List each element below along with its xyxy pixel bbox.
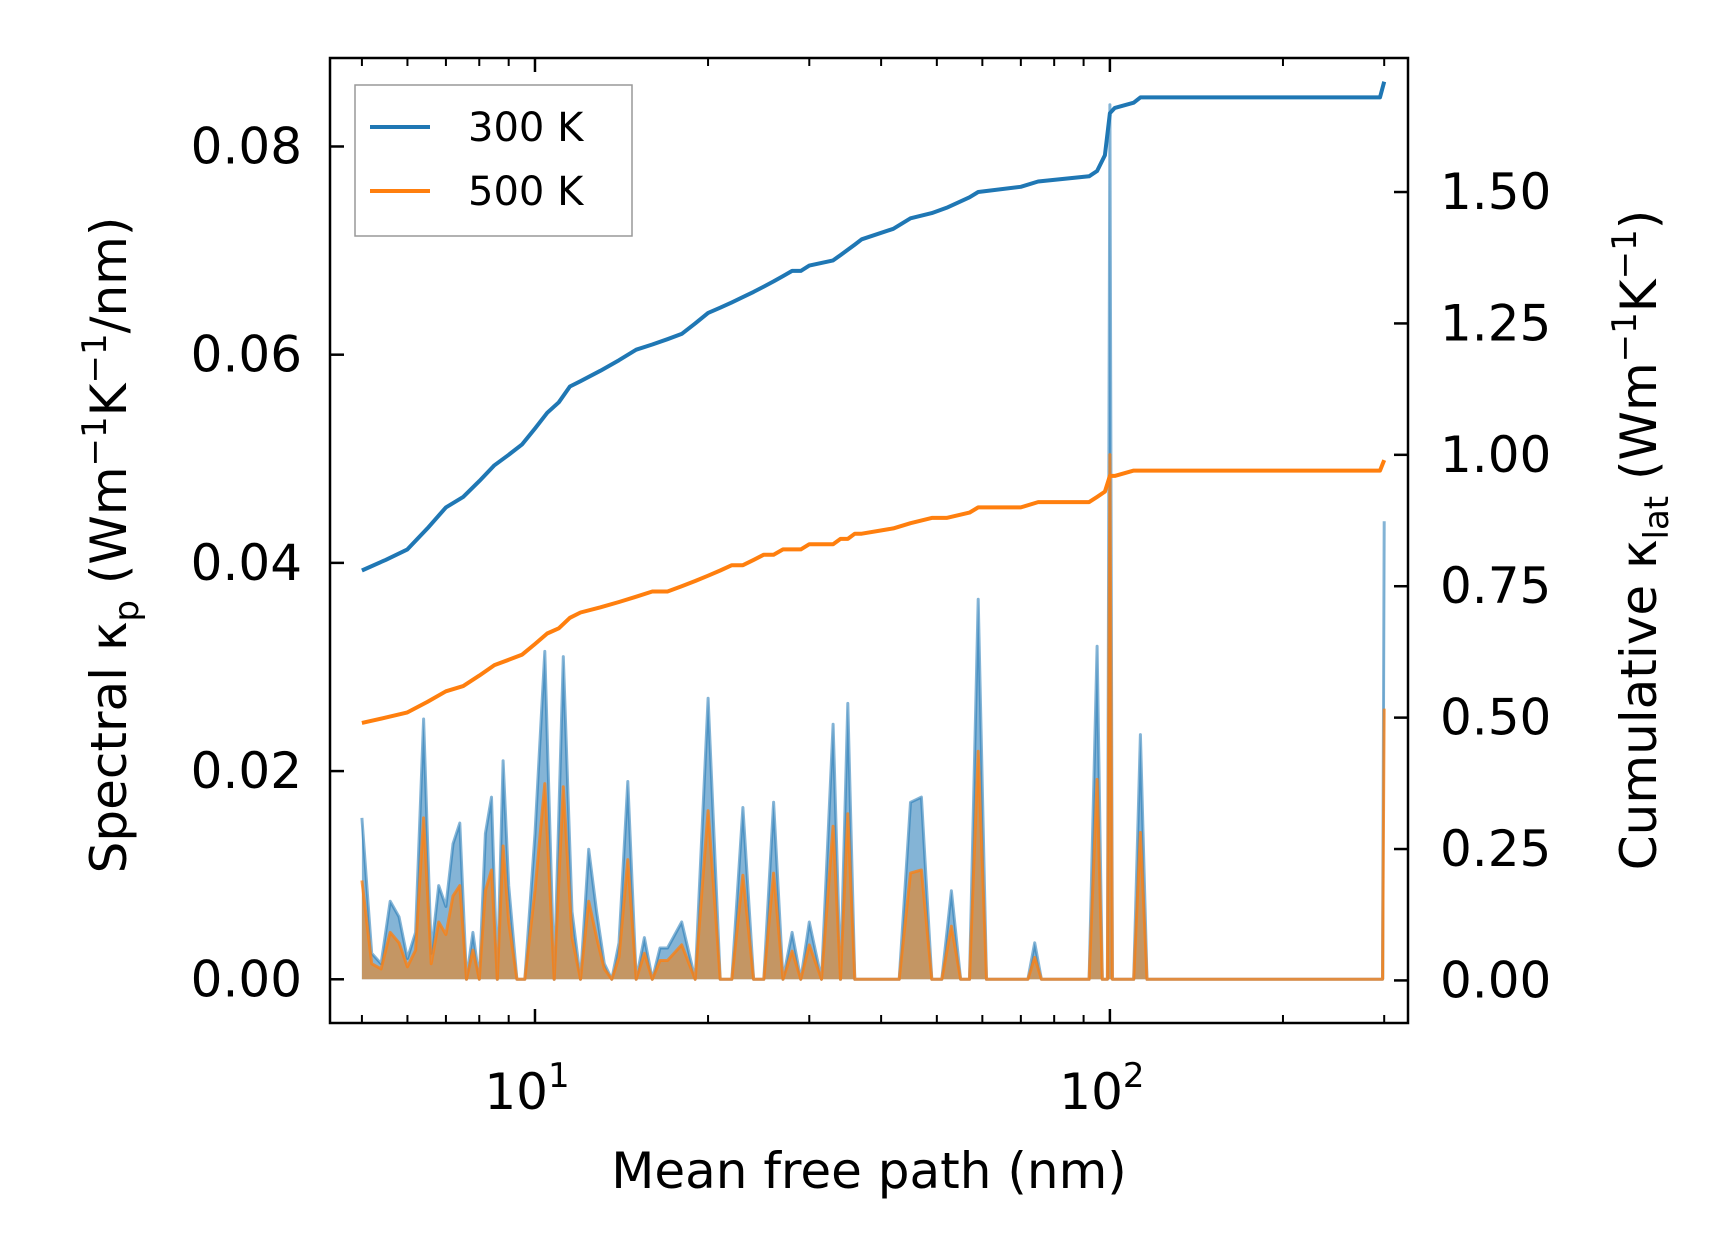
y-right-tick-label-4: 1.00 (1440, 426, 1551, 484)
legend-label-300k: 300 K (468, 105, 585, 151)
legend: 300 K 500 K (354, 84, 633, 237)
y-left-label-main: Spectral κ (80, 622, 138, 874)
legend-label-500k: 500 K (468, 169, 585, 215)
y-right-tick-label-0: 0.00 (1440, 951, 1551, 1009)
x-tick-label-1: 102 (1059, 1056, 1144, 1121)
y-left-label-exp1: −1 (75, 416, 115, 466)
x-tick-label-exp-1: 2 (1123, 1056, 1145, 1096)
y-right-label-exp2: −1 (1605, 229, 1645, 279)
x-axis-label: Mean free path (nm) (611, 1142, 1127, 1200)
y-left-label-mid: K (80, 382, 138, 416)
y-right-label-sub: lat (1637, 496, 1677, 540)
y-axis-label-left: Spectral κp (Wm−1K−1/nm) (75, 217, 147, 874)
spectral-line-500k (360, 453, 1386, 981)
y-left-label-exp2: −1 (75, 333, 115, 383)
cumulative-line-300k (361, 81, 1387, 573)
y-right-label-units-close: ) (1610, 210, 1668, 230)
tick-layer: 0.00 0.02 0.04 0.06 0.08 0.00 0.25 0.50 0.75 1.00… (191, 58, 1551, 1121)
x-tick-label-exp-0: 1 (548, 1056, 570, 1096)
y-left-tick-label-0: 0.00 (191, 950, 302, 1008)
y-right-tick-label-3: 0.75 (1440, 557, 1551, 615)
y-left-tick-label-1: 0.02 (191, 742, 302, 800)
y-axis-label-right: Cumulative κlat (Wm−1K−1) (1605, 210, 1677, 870)
y-right-tick-label-5: 1.25 (1440, 294, 1551, 352)
y-right-label-exp1: −1 (1605, 312, 1645, 362)
legend-box (354, 84, 633, 237)
y-right-label-main: Cumulative κ (1610, 539, 1668, 870)
y-right-tick-label-1: 0.25 (1440, 820, 1551, 878)
y-right-tick-label-2: 0.50 (1440, 689, 1551, 747)
y-right-tick-label-6: 1.50 (1440, 163, 1551, 221)
series-line-layer (361, 81, 1387, 725)
y-right-label-mid: K (1610, 278, 1668, 312)
y-left-label-units-open: (Wm (80, 466, 138, 600)
y-left-label-units-close: /nm) (80, 217, 138, 334)
y-right-label-units-open: (Wm (1610, 362, 1668, 496)
x-tick-label-0: 101 (484, 1056, 569, 1121)
x-tick-label-base-0: 10 (484, 1063, 548, 1121)
spectral-fill-layer (360, 103, 1386, 981)
x-tick-label-base-1: 10 (1059, 1063, 1123, 1121)
y-left-tick-label-3: 0.06 (191, 326, 302, 384)
plot-frame (328, 56, 1410, 1025)
y-left-label-sub: p (107, 600, 147, 622)
spectral-line-300k (360, 103, 1386, 981)
cumulative-line-500k (361, 459, 1387, 725)
y-left-tick-label-4: 0.08 (191, 117, 302, 175)
y-left-tick-label-2: 0.04 (191, 534, 302, 592)
